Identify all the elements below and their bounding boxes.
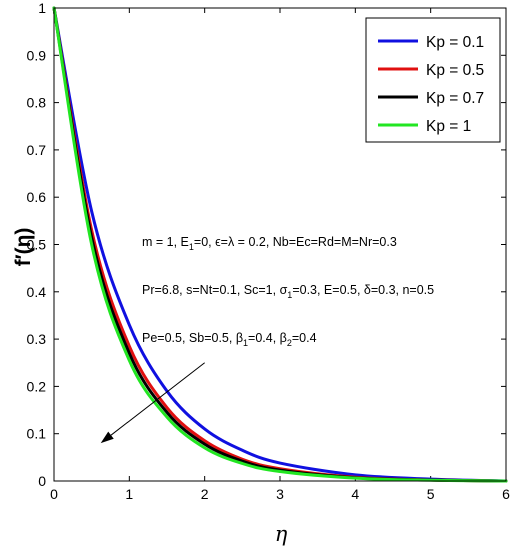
- y-tick-label: 0.7: [27, 142, 47, 158]
- x-tick-label: 4: [351, 486, 359, 502]
- series-line-1: [52, 6, 508, 483]
- legend-box: [365, 17, 501, 143]
- y-tick-label: 0.4: [27, 284, 47, 300]
- x-tick-label: 5: [427, 486, 435, 502]
- legend: Kp = 0.1 Kp = 0.5 Kp = 0.7 Kp = 1: [365, 17, 501, 143]
- parameter-annotation: m = 1, E1=0, ϵ=λ = 0.2, Nb=Ec=Rd=M=Nr=0.…: [142, 235, 434, 348]
- series-line-4: [52, 6, 508, 483]
- legend-label-4: Kp = 1: [426, 118, 471, 135]
- annotation-line-3: Pe=0.5, Sb=0.5, β1=0.4, β2=0.4: [142, 331, 317, 348]
- x-axis-label: η: [275, 522, 288, 546]
- y-tick-label: 0.3: [27, 331, 47, 347]
- annotation-line-1: m = 1, E1=0, ϵ=λ = 0.2, Nb=Ec=Rd=M=Nr=0.…: [142, 235, 397, 252]
- trend-arrowhead: [100, 431, 114, 444]
- plot-frame: [53, 7, 507, 482]
- x-tick-label: 1: [125, 486, 133, 502]
- x-tick-label: 3: [276, 486, 284, 502]
- y-tick-label: 1: [38, 0, 46, 16]
- axis-ticks: 0 1 2 3 4 5 6 0 0.1 0.2 0.3 0.4 0.5 0.6 0.7 0.8 0.9 1: [27, 0, 511, 502]
- x-tick-label: 6: [502, 486, 510, 502]
- legend-label-3: Kp = 0.7: [426, 90, 484, 107]
- y-tick-label: 0: [38, 473, 46, 489]
- y-tick-label: 0.2: [27, 378, 47, 394]
- y-tick-label: 0.9: [27, 47, 47, 63]
- y-axis-label: f′(η): [12, 228, 35, 267]
- y-tick-label: 0.1: [27, 426, 47, 442]
- legend-label-2: Kp = 0.5: [426, 62, 484, 79]
- series-lines: [52, 6, 508, 483]
- x-tick-label: 2: [201, 486, 209, 502]
- x-tick-label: 0: [50, 486, 58, 502]
- annotation-line-2: Pr=6.8, s=Nt=0.1, Sc=1, σ1=0.3, E=0.5, δ…: [142, 283, 434, 300]
- trend-arrow: [110, 362, 205, 436]
- y-tick-label: 0.8: [27, 95, 47, 111]
- legend-label-1: Kp = 0.1: [426, 34, 484, 51]
- y-tick-label: 0.6: [27, 189, 47, 205]
- y-tick-label: 0.5: [27, 237, 47, 253]
